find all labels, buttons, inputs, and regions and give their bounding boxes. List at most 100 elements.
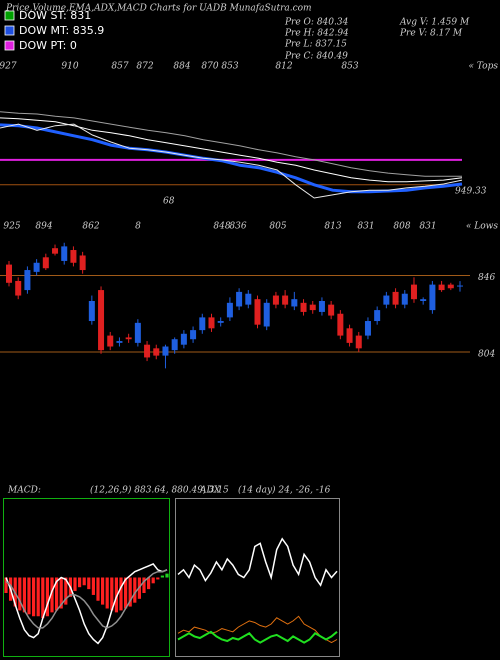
candle-body [300,302,307,312]
candle-body [15,280,22,296]
lows-label: 862 [82,222,99,232]
candle-body [355,335,362,349]
histogram-bar [55,577,59,611]
series-line [177,537,338,587]
tops-marker: « Tops [469,62,499,72]
tops-label: 857 [111,62,128,72]
candle-body [374,310,381,322]
y-tick-label: 804 [478,349,495,359]
series-line [5,562,168,645]
annotation: 949.33 [455,187,487,197]
histogram-bar [114,577,118,613]
candle-body [171,339,178,351]
histogram-bar [82,577,86,586]
candle-body [208,317,215,329]
histogram-bar [41,577,45,619]
stat-text: Pre H: 842.94 [284,29,349,39]
candle-body [6,264,12,283]
tops-label: 872 [136,62,153,72]
histogram-bar [105,577,109,609]
stat-text: Pre L: 837.15 [284,40,347,50]
candle-body [309,304,316,311]
lows-label: 836 [229,222,246,232]
tops-label: 853 [221,62,238,72]
candle-body [42,257,49,269]
candle-body [328,304,335,316]
histogram-bar [73,577,77,592]
histogram-bar [160,575,164,578]
panel-subtitle: (12,26,9) 883.64, 880.49, 3.15 [90,485,229,496]
candle-body [61,246,68,261]
candle-body [199,317,206,331]
candle-body [410,284,417,300]
candle-body [33,262,40,272]
candle-body [236,291,243,307]
histogram-bar [22,577,26,613]
candle-body [107,335,114,347]
candle-body [383,295,390,305]
candle-body [70,250,77,263]
histogram-bar [18,577,22,611]
histogram-bar [151,577,155,584]
series-line [5,569,168,629]
tops-label: 812 [275,62,292,72]
candle-body [217,321,224,323]
lows-label: 925 [3,222,20,232]
legend-label: DOW PT: 0 [19,39,77,52]
series-line [177,615,338,644]
candle-body [254,299,261,325]
candle-body [282,295,289,305]
series-line [0,123,463,194]
candle-body [346,328,353,343]
tops-label: 910 [61,62,78,72]
macd-frame [3,498,170,657]
lows-marker: « Lows [466,222,498,232]
panel-subtitle: (14 day) 24, -26, -16 [238,485,331,496]
adx-frame [175,498,340,657]
candle-body [134,322,141,343]
legend-swatch [4,25,15,36]
candle-body [263,302,270,327]
histogram-bar [78,577,82,588]
candle-body [337,313,344,336]
histogram-bar [87,577,91,590]
stat-text: Avg V: 1.459 M [399,18,470,28]
histogram-bar [133,577,137,603]
stat-text: Pre V: 8.17 M [399,29,463,39]
tops-label: 884 [173,62,190,72]
legend-swatch [4,10,15,21]
histogram-bar [119,577,123,611]
histogram-bar [96,577,100,601]
candle-body [24,270,31,291]
candle-body [190,330,197,340]
lows-label: 813 [324,222,341,232]
candle-body [291,299,298,307]
series-line [0,123,463,199]
candle-body [162,346,169,356]
candle-body [364,321,371,336]
candle-body [438,284,445,291]
candle-body [401,293,408,305]
candle-body [180,333,187,345]
histogram-bar [91,577,95,595]
lows-label: 848 [213,222,230,232]
annotation: 68 [163,197,175,207]
histogram-bar [32,577,36,617]
candle-body [420,299,427,301]
histogram-bar [147,577,151,590]
candle-body [144,344,151,358]
series-line [177,630,338,644]
histogram-bar [27,577,31,615]
histogram-bar [64,577,68,605]
legend-label: DOW ST: 831 [19,9,91,22]
page-title: Price,Volume,EMA,ADX,MACD Charts for UAD… [5,4,312,14]
legend-swatch [4,40,15,51]
candle-body [98,290,105,351]
candle-body [272,295,279,305]
tops-label: 870 [201,62,218,72]
stat-text: Pre C: 840.49 [284,52,348,62]
histogram-bar [59,577,63,609]
histogram-bar [156,577,160,580]
